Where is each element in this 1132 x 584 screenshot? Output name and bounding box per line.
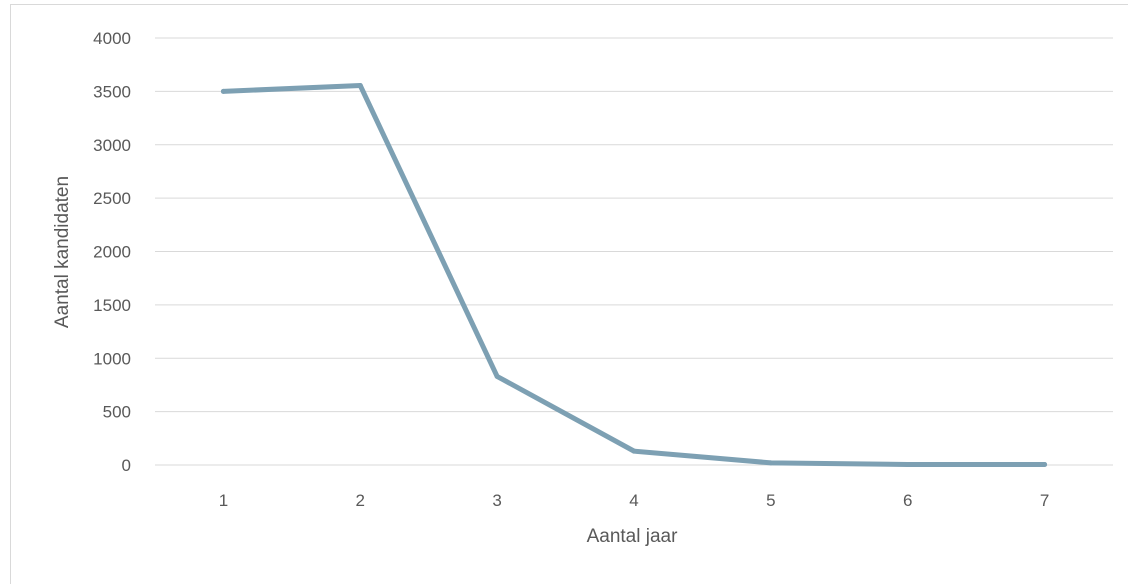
x-tick-label: 1: [219, 491, 228, 510]
x-tick-label: 6: [903, 491, 912, 510]
x-tick-label: 3: [492, 491, 501, 510]
data-point: [768, 460, 774, 466]
x-tick-label: 4: [629, 491, 638, 510]
y-axis-title: Aantal kandidaten: [52, 176, 73, 328]
y-tick-label: 2000: [93, 243, 131, 262]
data-point: [220, 88, 226, 94]
series-line: [220, 83, 1048, 467]
y-tick-label: 1500: [93, 296, 131, 315]
x-axis-title: Aantal jaar: [587, 526, 679, 547]
y-tick-label: 3000: [93, 136, 131, 155]
data-point: [357, 83, 363, 89]
y-tick-label: 2500: [93, 189, 131, 208]
x-tick-label: 5: [766, 491, 775, 510]
chart-frame: [10, 4, 1128, 584]
y-axis-ticks: 0 500 1000 1500 2000 2500 3000 3500 4000: [93, 29, 131, 475]
data-point: [905, 461, 911, 467]
data-point: [494, 373, 500, 379]
y-tick-label: 3500: [93, 82, 131, 101]
y-tick-label: 1000: [93, 349, 131, 368]
data-point: [1042, 461, 1048, 467]
y-tick-label: 0: [122, 456, 131, 475]
y-tick-label: 4000: [93, 29, 131, 48]
series-layer: [220, 83, 1048, 467]
gridlines: [155, 37, 1113, 466]
x-tick-label: 7: [1040, 491, 1049, 510]
y-tick-label: 500: [103, 403, 131, 422]
x-axis-ticks: 1 2 3 4 5 6 7: [219, 491, 1050, 510]
data-point: [631, 448, 637, 454]
x-tick-label: 2: [356, 491, 365, 510]
